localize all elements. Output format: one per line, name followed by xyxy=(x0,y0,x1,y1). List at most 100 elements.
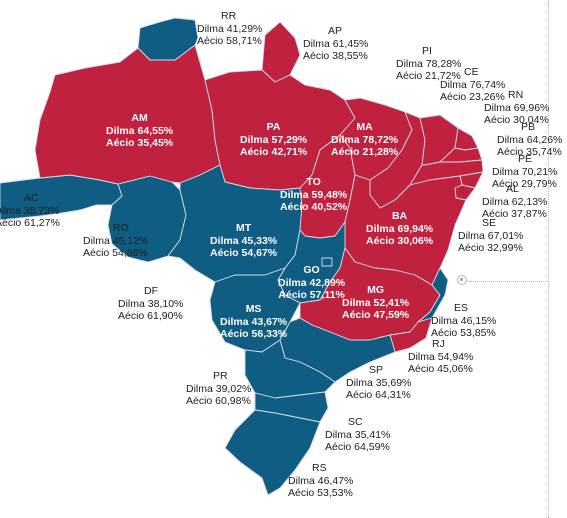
dilma-value: Dilma 59,48% xyxy=(280,188,348,201)
state-code: RO xyxy=(113,222,129,234)
aecio-value: Aécio 47,59% xyxy=(342,309,410,321)
dilma-value: Dilma 57,29% xyxy=(240,133,308,146)
label-to: TO Dilma 59,48% Aécio 40,52% xyxy=(280,176,347,214)
dilma-value: Dilma 38,73% xyxy=(0,204,60,217)
dotted-guide-vertical xyxy=(548,0,549,518)
state-code: CE xyxy=(464,66,479,78)
aecio-value: Aécio 61,90% xyxy=(118,310,183,322)
state-code: MS xyxy=(245,303,262,315)
dilma-value: Dilma 70,21% xyxy=(492,165,558,178)
aecio-value: Aécio 30,04% xyxy=(484,114,549,126)
state-code: RJ xyxy=(432,338,445,350)
label-al: AL Dilma 62,13% Aécio 37,87% xyxy=(482,183,547,221)
aecio-value: Aécio 54,88% xyxy=(83,247,148,259)
label-ro: RO Dilma 45,12% Aécio 54,88% xyxy=(83,222,148,260)
label-rj: RJ Dilma 54,94% Aécio 45,06% xyxy=(408,338,473,376)
label-pe: PE Dilma 70,21% Aécio 29,79% xyxy=(492,153,557,191)
aecio-value: Aécio 21,28% xyxy=(331,146,399,158)
state-code: SP xyxy=(369,364,384,376)
dilma-value: Dilma 39,02% xyxy=(186,382,252,395)
state-ro[interactable] xyxy=(107,175,187,263)
state-code: AL xyxy=(506,183,519,195)
dilma-value: Dilma 62,13% xyxy=(482,195,548,208)
state-ap[interactable] xyxy=(261,21,301,83)
dotted-guide-horizontal xyxy=(468,281,548,282)
state-rn[interactable] xyxy=(454,127,479,151)
state-code: PA xyxy=(266,121,281,133)
label-mg: MG Dilma 52,41% Aécio 47,59% xyxy=(342,284,409,322)
dilma-value: Dilma 45,12% xyxy=(83,234,149,247)
aecio-value: Aécio 61,27% xyxy=(0,217,60,229)
aecio-value: Aécio 38,55% xyxy=(303,50,368,62)
state-code: MG xyxy=(367,284,385,296)
dilma-value: Dilma 69,96% xyxy=(484,101,550,114)
dilma-value: Dilma 69,94% xyxy=(366,222,434,235)
dilma-value: Dilma 46,47% xyxy=(288,474,354,487)
dilma-value: Dilma 54,94% xyxy=(408,350,474,363)
dilma-value: Dilma 35,69% xyxy=(346,376,412,389)
aecio-value: Aécio 45,06% xyxy=(408,363,473,375)
aecio-value: Aécio 37,87% xyxy=(482,208,547,220)
aecio-value: Aécio 58,71% xyxy=(197,35,262,47)
aecio-value: Aécio 23,26% xyxy=(440,91,505,103)
label-ac: AC Dilma 38,73% Aécio 61,27% xyxy=(0,192,60,230)
aecio-value: Aécio 60,98% xyxy=(186,395,251,407)
label-pa: PA Dilma 57,29% Aécio 42,71% xyxy=(240,121,307,159)
dilma-value: Dilma 67,01% xyxy=(458,229,524,242)
location-marker-icon[interactable] xyxy=(457,275,467,285)
state-code: AC xyxy=(24,192,39,204)
state-rs[interactable] xyxy=(224,409,321,496)
state-code: RN xyxy=(508,89,524,101)
state-ba[interactable] xyxy=(344,174,467,286)
label-rr: RR Dilma 41,29% Aécio 58,71% xyxy=(197,10,262,48)
state-df[interactable] xyxy=(321,257,333,267)
label-mt: MT Dilma 45,33% Aécio 54,67% xyxy=(210,222,277,260)
state-code: AP xyxy=(328,25,343,37)
label-ma: MA Dilma 78,72% Aécio 21,28% xyxy=(331,121,398,159)
label-ms: MS Dilma 43,67% Aécio 56,33% xyxy=(220,303,287,341)
state-code: PR xyxy=(213,370,228,382)
label-se: SE Dilma 67,01% Aécio 32,99% xyxy=(458,217,523,255)
state-rr[interactable] xyxy=(137,17,199,61)
dilma-value: Dilma 42,89% xyxy=(278,276,346,289)
dilma-value: Dilma 78,72% xyxy=(331,133,399,146)
label-ba: BA Dilma 69,94% Aécio 30,06% xyxy=(366,210,433,248)
dilma-value: Dilma 38,10% xyxy=(118,297,184,310)
label-pr: PR Dilma 39,02% Aécio 60,98% xyxy=(186,370,251,408)
label-go: GO Dilma 42,89% Aécio 57,11% xyxy=(278,264,345,302)
state-code: MT xyxy=(235,222,252,234)
aecio-value: Aécio 30,06% xyxy=(366,235,434,247)
state-code: PI xyxy=(422,45,432,57)
state-code: PE xyxy=(518,153,533,165)
label-pi: PI Dilma 78,28% Aécio 21,72% xyxy=(396,45,461,83)
state-code: PB xyxy=(521,121,536,133)
state-se[interactable] xyxy=(454,184,476,201)
aecio-value: Aécio 32,99% xyxy=(458,242,523,254)
label-df: DF Dilma 38,10% Aécio 61,90% xyxy=(118,285,183,323)
label-ce: CE Dilma 76,74% Aécio 23,26% xyxy=(440,66,505,104)
dilma-value: Dilma 64,55% xyxy=(106,124,174,137)
label-rs: RS Dilma 46,47% Aécio 53,53% xyxy=(288,462,353,500)
state-code: SC xyxy=(348,416,363,428)
state-code: GO xyxy=(303,264,320,276)
dilma-value: Dilma 35,41% xyxy=(325,428,391,441)
aecio-value: Aécio 53,85% xyxy=(431,327,496,339)
dilma-value: Dilma 64,26% xyxy=(497,133,563,146)
dilma-value: Dilma 61,45% xyxy=(303,37,369,50)
aecio-value: Aécio 29,79% xyxy=(492,178,557,190)
aecio-value: Aécio 57,11% xyxy=(278,289,345,301)
state-code: TO xyxy=(306,176,321,188)
state-code: ES xyxy=(454,302,469,314)
dilma-value: Dilma 78,28% xyxy=(396,57,462,70)
aecio-value: Aécio 53,53% xyxy=(288,487,353,499)
label-ap: AP Dilma 61,45% Aécio 38,55% xyxy=(303,25,368,63)
label-pb: PB Dilma 64,26% Aécio 35,74% xyxy=(497,121,562,159)
dilma-value: Dilma 52,41% xyxy=(342,296,410,309)
label-rn: RN Dilma 69,96% Aécio 30,04% xyxy=(484,89,549,127)
label-sc: SC Dilma 35,41% Aécio 64,59% xyxy=(325,416,390,454)
state-code: RR xyxy=(221,10,237,22)
aecio-value: Aécio 56,33% xyxy=(220,328,288,340)
aecio-value: Aécio 21,72% xyxy=(396,70,461,82)
state-code: AM xyxy=(131,112,148,124)
state-rj[interactable] xyxy=(389,317,433,353)
